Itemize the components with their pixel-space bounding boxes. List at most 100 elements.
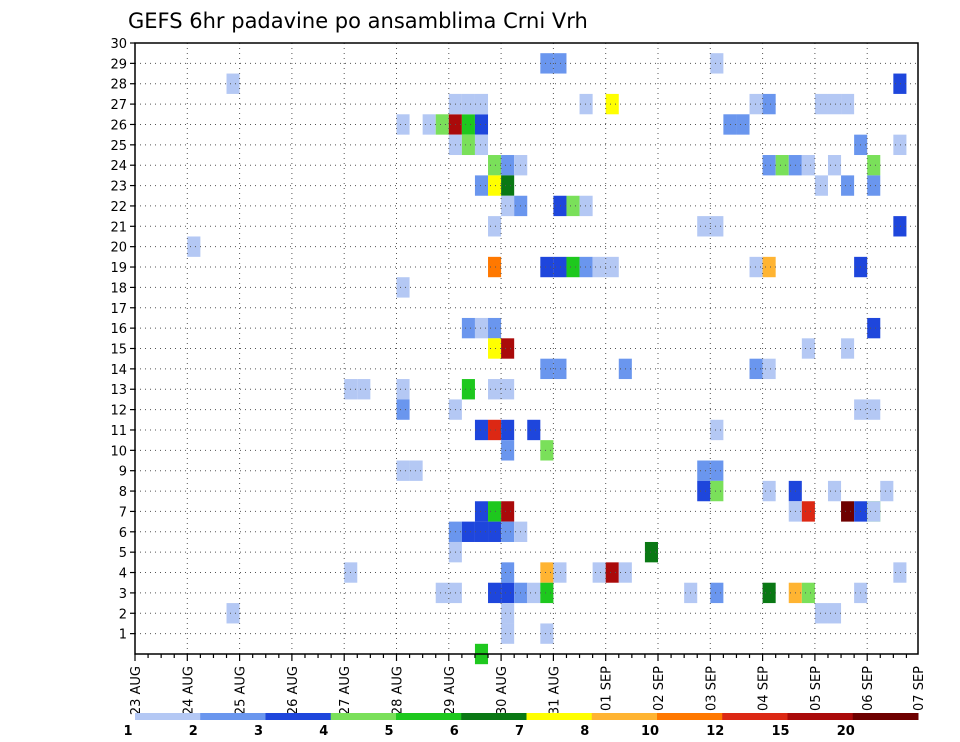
legend-label-8: 10 xyxy=(641,724,659,739)
precip-cell-51 xyxy=(501,338,515,359)
precip-cell-35 xyxy=(474,419,489,441)
legend-swatch-8 xyxy=(657,713,723,720)
precip-cell-73 xyxy=(553,53,567,74)
x-tick-label-14: 06 SEP xyxy=(861,666,876,711)
legend-swatch-1 xyxy=(200,713,266,720)
precip-cell-139 xyxy=(867,175,881,196)
precip-cell-75 xyxy=(553,562,567,583)
precip-cell-96 xyxy=(710,460,724,481)
precip-cell-125 xyxy=(814,175,828,196)
precip-cell-88 xyxy=(605,562,619,583)
precip-cell-97 xyxy=(697,480,711,502)
precip-cell-29 xyxy=(461,317,475,339)
legend-swatch-2 xyxy=(265,713,332,720)
precip-cell-140 xyxy=(867,317,881,339)
precip-cell-128 xyxy=(814,603,828,624)
y-tick-label-24: 24 xyxy=(110,159,127,174)
y-tick-label-19: 19 xyxy=(110,261,127,276)
precip-cell-82 xyxy=(579,256,593,278)
precip-cell-106 xyxy=(749,256,763,278)
precip-cell-123 xyxy=(827,93,842,115)
legend-label-11: 20 xyxy=(837,724,855,739)
precip-cell-144 xyxy=(880,480,894,502)
precip-cell-53 xyxy=(501,419,515,441)
legend-swatch-7 xyxy=(591,713,658,720)
precip-cell-22 xyxy=(474,134,489,156)
precip-cell-30 xyxy=(474,317,489,339)
precip-cell-1 xyxy=(187,236,201,257)
precip-cell-55 xyxy=(501,501,515,522)
y-tick-label-12: 12 xyxy=(110,404,127,419)
precip-cell-126 xyxy=(827,155,842,176)
precip-cell-54 xyxy=(501,440,515,461)
chart-grid xyxy=(135,43,918,654)
legend-swatch-4 xyxy=(396,713,462,720)
precip-cell-15 xyxy=(461,114,475,135)
y-tick-label-15: 15 xyxy=(110,343,127,358)
precip-cell-86 xyxy=(592,562,606,583)
precip-cell-138 xyxy=(867,155,881,176)
x-tick-label-13: 05 SEP xyxy=(809,666,824,711)
legend-label-10: 15 xyxy=(771,724,789,739)
precip-cell-87 xyxy=(605,93,619,115)
precip-cell-7 xyxy=(396,379,410,400)
precip-cell-95 xyxy=(697,460,711,481)
precip-cell-147 xyxy=(893,73,907,94)
precip-cell-143 xyxy=(867,501,881,522)
x-tick-label-8: 31 AUG xyxy=(547,666,562,715)
precip-cell-52 xyxy=(501,379,515,400)
precip-cell-8 xyxy=(396,399,410,420)
y-tick-label-8: 8 xyxy=(119,485,127,500)
y-tick-label-6: 6 xyxy=(119,526,127,541)
precip-cell-121 xyxy=(801,338,815,359)
precip-cell-39 xyxy=(488,175,502,196)
precip-cell-84 xyxy=(592,256,606,278)
precip-cell-102 xyxy=(723,114,737,135)
precip-cell-113 xyxy=(801,155,815,176)
precip-cell-93 xyxy=(697,216,711,237)
x-tick-label-2: 25 AUG xyxy=(234,666,249,715)
precip-cell-11 xyxy=(396,114,410,135)
legend-swatch-10 xyxy=(787,713,854,720)
precip-cell-72 xyxy=(540,53,554,74)
precip-cell-141 xyxy=(867,399,881,420)
legend-label-9: 12 xyxy=(706,724,724,739)
precip-cell-111 xyxy=(775,155,789,176)
precip-cell-98 xyxy=(710,480,724,502)
precip-cell-6 xyxy=(396,277,410,298)
precip-cell-66 xyxy=(527,582,541,604)
precip-cell-76 xyxy=(553,195,567,217)
y-tick-label-7: 7 xyxy=(119,505,127,520)
x-tick-label-10: 02 SEP xyxy=(652,666,667,711)
y-tick-label-28: 28 xyxy=(110,78,127,93)
precip-cell-71 xyxy=(540,623,554,644)
precip-cell-56 xyxy=(501,521,515,542)
precip-cell-74 xyxy=(553,358,567,380)
x-tick-label-5: 28 AUG xyxy=(391,666,406,715)
x-tick-label-9: 01 SEP xyxy=(600,666,615,711)
color-legend: 1 2 3 4 5 6 7 8 10 12 15 20 xyxy=(123,713,919,739)
y-tick-label-9: 9 xyxy=(119,465,127,480)
plot-frame xyxy=(134,42,919,655)
precip-cell-13 xyxy=(435,114,449,135)
precip-cell-59 xyxy=(501,603,515,624)
y-tick-label-22: 22 xyxy=(110,200,127,215)
precip-cell-83 xyxy=(579,93,593,115)
y-tick-label-10: 10 xyxy=(110,444,127,459)
precip-cell-132 xyxy=(841,501,855,522)
precip-cell-65 xyxy=(527,419,541,441)
precip-cell-104 xyxy=(749,93,763,115)
precip-cell-50 xyxy=(501,195,515,217)
precip-cell-12 xyxy=(422,114,436,135)
precip-cell-122 xyxy=(814,93,828,115)
y-tick-label-21: 21 xyxy=(110,220,127,235)
y-tick-label-29: 29 xyxy=(110,57,127,72)
y-tick-label-1: 1 xyxy=(119,628,127,643)
y-tick-label-20: 20 xyxy=(110,241,127,256)
legend-swatch-6 xyxy=(526,713,593,720)
x-tick-label-12: 04 SEP xyxy=(757,666,772,711)
precip-cell-80 xyxy=(566,256,580,278)
legend-label-3: 4 xyxy=(319,724,328,739)
y-tick-label-25: 25 xyxy=(110,139,127,154)
precip-cell-105 xyxy=(762,93,776,115)
